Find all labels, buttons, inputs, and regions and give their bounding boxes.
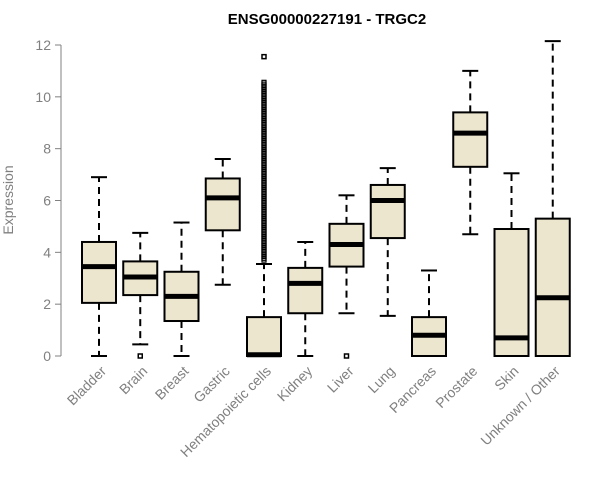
box-kidney [287,240,324,357]
y-axis-label: Expression [0,165,16,234]
box-iqr [452,111,489,168]
box-prostate [452,69,489,236]
box-iqr [204,177,241,232]
box-lung [369,167,406,317]
box-bladder [81,176,117,357]
x-tick-label: Lung [365,363,398,396]
y-axis: 0 2 4 6 8 10 12 [35,37,62,364]
x-tick-label: Prostate [432,363,480,411]
y-tick-label: 4 [43,244,51,260]
box-iqr [81,240,117,304]
boxes-group [81,40,571,359]
chart-title: ENSG00000227191 - TRGC2 [228,11,426,28]
box-iqr [246,316,282,357]
y-tick-label: 12 [35,37,51,53]
outlier-point [137,353,143,359]
box-liver [328,194,365,359]
box-hematopoietic-cells [246,53,282,358]
x-tick-label: Breast [152,363,192,403]
outlier-point [261,79,267,85]
y-tick-label: 6 [43,193,51,209]
x-tick-label: Bladder [64,363,110,409]
box-unknown-other [534,40,571,357]
box-iqr [369,183,406,240]
y-tick-label: 2 [43,296,51,312]
box-pancreas [411,269,447,357]
box-skin [493,172,530,357]
box-iqr [534,217,571,357]
x-tick-label: Brain [116,363,150,397]
box-brain [122,231,159,359]
outlier-point [261,53,267,60]
x-tick-label: Skin [491,363,522,394]
x-tick-label: Liver [324,363,357,396]
box-iqr [493,228,530,357]
x-tick-label: Kidney [274,363,316,405]
outlier-point [343,353,350,359]
y-tick-label: 10 [35,89,51,105]
y-tick-label: 0 [43,348,51,364]
y-tick-label: 8 [43,141,51,157]
box-iqr [287,266,324,315]
box-gastric [204,158,241,286]
box-breast [163,221,200,357]
